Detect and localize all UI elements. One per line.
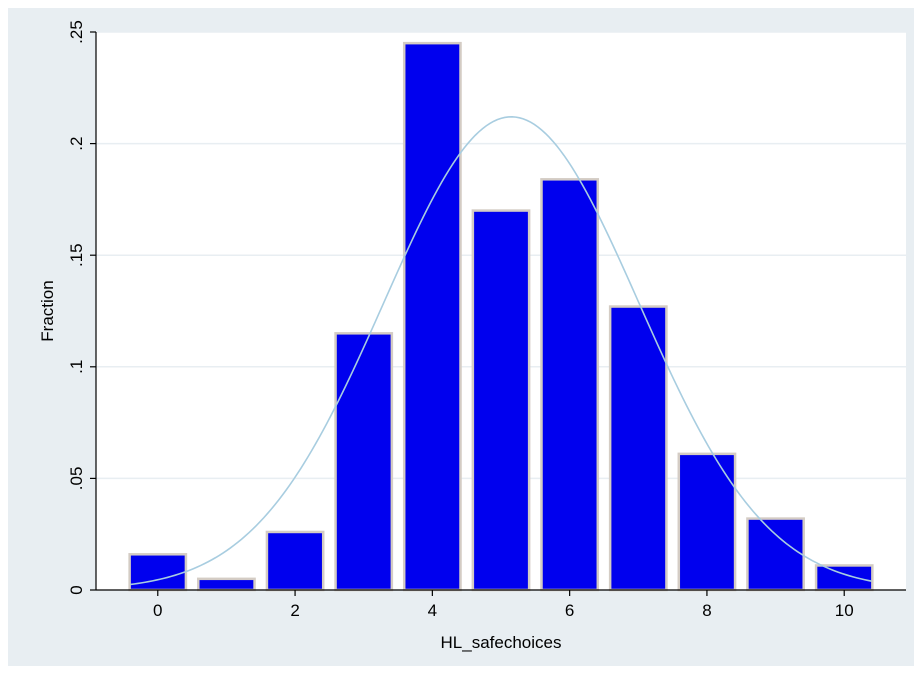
histogram-bar — [402, 41, 462, 592]
normal-density-curve — [130, 116, 872, 586]
histogram-chart: 0 2 4 6 8 10 0 .05 .1 .15 .2 .25 HL_safechoices Fra… — [38, 20, 906, 652]
y-tick-label: .2 — [67, 137, 86, 151]
x-axis-title: HL_safechoices — [441, 633, 562, 652]
x-tick-label: 0 — [153, 601, 162, 620]
x-tick-label: 2 — [290, 601, 299, 620]
histogram-bar — [814, 564, 874, 592]
histogram-bar — [608, 305, 668, 592]
bars — [128, 41, 874, 592]
y-axis-title: Fraction — [38, 280, 57, 341]
histogram-bar — [334, 332, 394, 592]
x-tick-label: 4 — [428, 601, 437, 620]
x-tick-label: 10 — [835, 601, 854, 620]
histogram-bar — [265, 530, 325, 592]
y-tick-label: .25 — [67, 20, 86, 44]
x-tick-label: 8 — [702, 601, 711, 620]
y-tick-label: .05 — [67, 467, 86, 491]
chart-figure: 0 2 4 6 8 10 0 .05 .1 .15 .2 .25 HL_safechoices Fra… — [8, 8, 914, 666]
histogram-bar — [197, 577, 256, 592]
histogram-bar — [746, 517, 805, 592]
histogram-bar — [128, 553, 188, 592]
x-tick-label: 6 — [565, 601, 574, 620]
histogram-bar — [677, 452, 737, 592]
y-tick-label: .15 — [67, 243, 86, 267]
axes — [95, 32, 906, 591]
histogram-bar — [471, 209, 531, 592]
histogram-bar — [540, 178, 600, 592]
y-tick-label: .1 — [67, 360, 86, 374]
tick-labels: 0 2 4 6 8 10 0 .05 .1 .15 .2 .25 — [67, 20, 854, 620]
y-tick-label: 0 — [67, 585, 86, 594]
